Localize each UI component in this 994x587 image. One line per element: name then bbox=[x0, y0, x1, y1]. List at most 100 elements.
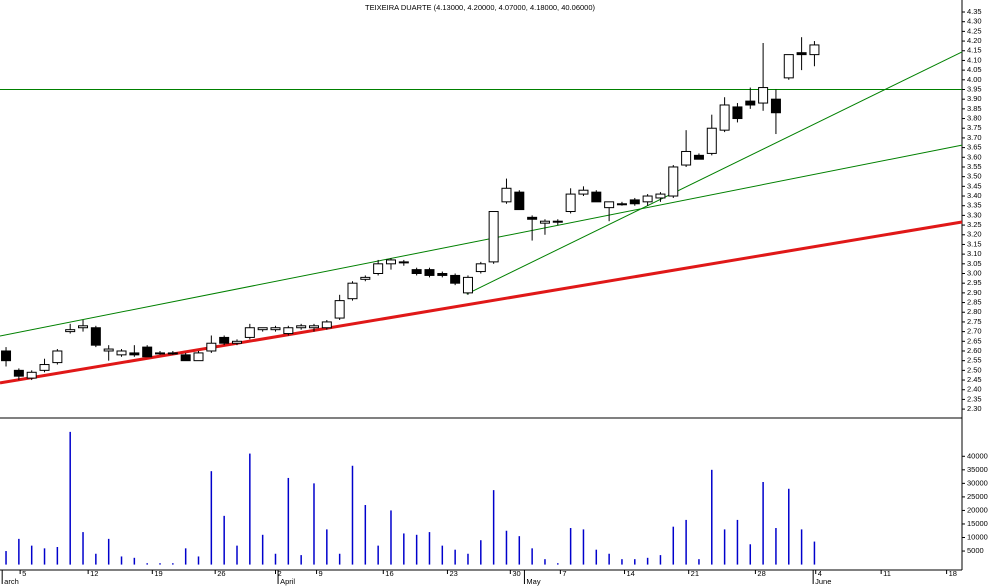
candle-body bbox=[385, 259, 396, 265]
candle-body bbox=[693, 154, 704, 160]
y-tick-label: 3.70 bbox=[967, 133, 982, 142]
y-tick-label: 2.65 bbox=[967, 336, 982, 345]
y-tick-label: 3.25 bbox=[967, 220, 982, 229]
candle-body bbox=[758, 87, 769, 104]
candle-body bbox=[142, 346, 153, 358]
candle-body bbox=[129, 352, 140, 356]
y-tick-label: 2.50 bbox=[967, 365, 982, 374]
chart-title: TEIXEIRA DUARTE (4.13000, 4.20000, 4.070… bbox=[365, 3, 596, 12]
y-tick-label: 3.55 bbox=[967, 162, 982, 171]
candle-body bbox=[668, 166, 679, 197]
trend-line bbox=[0, 220, 963, 385]
candle-body bbox=[809, 44, 820, 56]
volume-y-tick-label: 25000 bbox=[967, 492, 988, 501]
y-tick-label: 4.00 bbox=[967, 75, 982, 84]
month-label: April bbox=[280, 577, 295, 586]
candle-body bbox=[398, 261, 409, 264]
candle-body bbox=[514, 191, 525, 211]
candle-body bbox=[475, 263, 486, 273]
candle-body bbox=[193, 352, 204, 362]
candle-body bbox=[167, 352, 178, 355]
x-tick-label: 19 bbox=[154, 569, 162, 578]
y-tick-label: 4.15 bbox=[967, 46, 982, 55]
candle-body bbox=[411, 269, 422, 275]
candle-body bbox=[450, 274, 461, 284]
candle-body bbox=[244, 327, 255, 338]
y-tick-label: 4.05 bbox=[967, 65, 982, 74]
y-tick-label: 4.10 bbox=[967, 55, 982, 64]
y-tick-label: 3.10 bbox=[967, 249, 982, 258]
volume-y-tick-label: 40000 bbox=[967, 451, 988, 460]
candle-body bbox=[1, 350, 12, 362]
y-tick-label: 2.45 bbox=[967, 375, 982, 384]
volume-y-tick-label: 5000 bbox=[967, 546, 984, 555]
y-tick-label: 3.35 bbox=[967, 201, 982, 210]
y-tick-label: 2.75 bbox=[967, 317, 982, 326]
candle-body bbox=[796, 52, 807, 56]
y-tick-label: 3.65 bbox=[967, 143, 982, 152]
x-tick-label: 5 bbox=[22, 569, 26, 578]
volume-y-tick-label: 10000 bbox=[967, 532, 988, 541]
y-tick-label: 2.95 bbox=[967, 278, 982, 287]
y-tick-label: 4.20 bbox=[967, 36, 982, 45]
candle-body bbox=[180, 354, 191, 362]
candle-body bbox=[604, 201, 615, 209]
y-tick-label: 2.60 bbox=[967, 346, 982, 355]
x-tick-label: 28 bbox=[757, 569, 765, 578]
candle-body bbox=[565, 193, 576, 213]
trend-line bbox=[0, 144, 963, 337]
candle-body bbox=[539, 220, 550, 224]
candle-body bbox=[591, 191, 602, 203]
candle-body bbox=[578, 189, 589, 195]
candle-body bbox=[745, 100, 756, 106]
x-tick-label: 26 bbox=[217, 569, 225, 578]
candle-body bbox=[642, 195, 653, 203]
x-tick-label: 2 bbox=[277, 569, 281, 578]
y-tick-label: 2.90 bbox=[967, 288, 982, 297]
y-tick-label: 4.30 bbox=[967, 17, 982, 26]
y-tick-label: 4.35 bbox=[967, 7, 982, 16]
candle-body bbox=[616, 203, 627, 206]
y-tick-label: 3.30 bbox=[967, 210, 982, 219]
month-label: arch bbox=[4, 577, 19, 586]
y-tick-label: 3.20 bbox=[967, 230, 982, 239]
candle-body bbox=[155, 352, 166, 355]
x-tick-label: 14 bbox=[627, 569, 635, 578]
candle-body bbox=[26, 371, 37, 379]
candle-body bbox=[270, 327, 281, 331]
candle-body bbox=[308, 325, 319, 329]
y-tick-label: 3.05 bbox=[967, 259, 982, 268]
x-tick-label: 18 bbox=[949, 569, 957, 578]
candle-body bbox=[219, 336, 230, 344]
volume-y-tick-label: 20000 bbox=[967, 505, 988, 514]
y-tick-label: 3.15 bbox=[967, 239, 982, 248]
y-tick-label: 2.85 bbox=[967, 298, 982, 307]
candle-body bbox=[321, 321, 332, 329]
y-tick-label: 2.70 bbox=[967, 327, 982, 336]
x-tick-label: 11 bbox=[883, 569, 891, 578]
x-tick-label: 9 bbox=[319, 569, 323, 578]
candle-body bbox=[681, 150, 692, 166]
candle-body bbox=[424, 269, 435, 276]
trend-line bbox=[466, 51, 963, 295]
y-tick-label: 3.75 bbox=[967, 123, 982, 132]
candle-body bbox=[655, 193, 666, 199]
y-tick-label: 3.00 bbox=[967, 268, 982, 277]
candle-body bbox=[13, 369, 24, 377]
candle-body bbox=[360, 276, 371, 280]
y-tick-label: 3.60 bbox=[967, 152, 982, 161]
volume-y-tick-label: 35000 bbox=[967, 465, 988, 474]
candle-body bbox=[52, 350, 63, 364]
candle-body bbox=[257, 327, 268, 331]
y-tick-label: 3.85 bbox=[967, 104, 982, 113]
volume-y-tick-label: 15000 bbox=[967, 519, 988, 528]
candle-body bbox=[116, 350, 127, 356]
x-tick-label: 23 bbox=[449, 569, 457, 578]
candle-body bbox=[78, 325, 89, 329]
candle-body bbox=[732, 106, 743, 120]
y-tick-label: 2.30 bbox=[967, 404, 982, 413]
candle-body bbox=[527, 216, 538, 220]
volume-y-tick-label: 30000 bbox=[967, 478, 988, 487]
candle-body bbox=[552, 220, 563, 223]
